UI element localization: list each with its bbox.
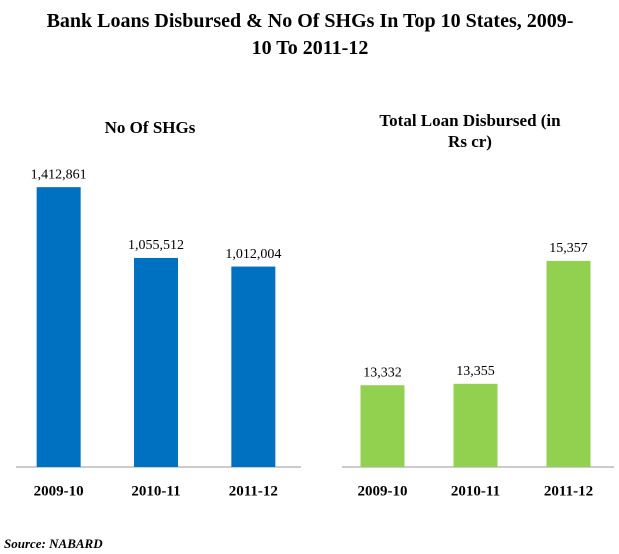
x-tick-label: 2009-10 (34, 483, 84, 499)
x-tick-label: 2011-12 (544, 483, 593, 499)
chart-title: No Of SHGs (104, 118, 196, 137)
page-title: Bank Loans Disbursed & No Of SHGs In Top… (46, 10, 574, 59)
data-label: 1,012,004 (225, 247, 281, 262)
bar (231, 266, 276, 467)
bar (360, 385, 405, 467)
bar (36, 187, 81, 468)
data-label: 13,332 (363, 365, 402, 380)
x-tick-label: 2011-12 (229, 483, 278, 499)
x-tick-label: 2009-10 (358, 483, 408, 499)
bar (546, 260, 591, 467)
bar (134, 257, 178, 467)
data-label: 15,357 (549, 241, 588, 256)
data-label: 13,355 (456, 364, 495, 379)
data-label: 1,055,512 (128, 238, 184, 253)
data-label: 1,412,861 (31, 167, 87, 182)
source: Source: NABARD (4, 536, 103, 551)
bar (453, 383, 498, 467)
x-tick-label: 2010-11 (451, 483, 500, 499)
x-tick-label: 2010-11 (131, 483, 180, 499)
chart-title: Total Loan Disbursed (in Rs cr) (379, 111, 561, 151)
